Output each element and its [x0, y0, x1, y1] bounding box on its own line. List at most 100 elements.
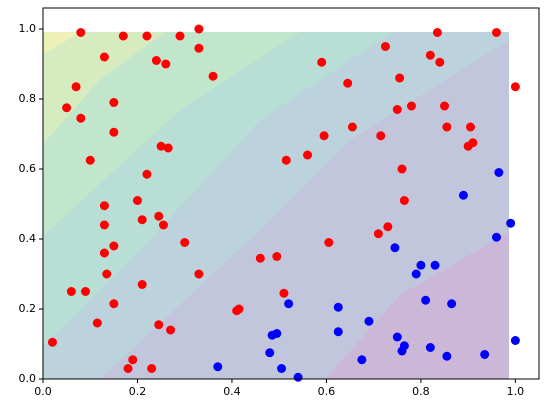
scatter-point	[432, 28, 442, 37]
scatter-point	[510, 336, 520, 345]
scatter-point	[506, 218, 516, 228]
scatter-point	[255, 253, 265, 263]
scatter-point	[425, 50, 435, 60]
scatter-point	[373, 229, 383, 239]
scatter-point	[392, 105, 402, 114]
scatter-point	[491, 28, 501, 37]
scatter-point	[99, 220, 109, 230]
scatter-point	[395, 73, 405, 83]
scatter-point	[85, 155, 95, 165]
scatter-point	[347, 122, 357, 132]
x-tick-label: 0.2	[129, 385, 147, 398]
scatter-point	[383, 222, 393, 232]
scatter-point	[154, 211, 164, 221]
scatter-point	[265, 348, 275, 358]
scatter-point	[123, 364, 133, 373]
scatter-point	[399, 196, 409, 205]
scatter-point	[277, 364, 287, 373]
scatter-point	[411, 269, 421, 279]
scatter-point	[466, 122, 476, 132]
scatter-point	[281, 155, 291, 165]
scatter-point	[175, 31, 185, 41]
scatter-point	[142, 31, 152, 41]
contour-background	[43, 32, 509, 379]
scatter-point	[303, 150, 313, 160]
scatter-point	[102, 269, 112, 279]
scatter-point	[137, 215, 147, 225]
scatter-point	[161, 59, 171, 69]
scatter-point	[435, 57, 445, 67]
scatter-point	[397, 164, 407, 174]
scatter-point	[163, 143, 173, 153]
scatter-point	[76, 113, 86, 123]
scatter-point	[137, 280, 147, 289]
scatter-point	[357, 355, 367, 365]
contour-band	[325, 232, 509, 379]
scatter-point	[425, 343, 435, 352]
scatter-point	[66, 287, 76, 296]
scatter-point	[430, 260, 440, 270]
scatter-point	[99, 248, 109, 258]
scatter-point	[180, 238, 190, 247]
scatter-point	[234, 304, 244, 314]
scatter-point	[99, 52, 109, 62]
scatter-point	[109, 241, 119, 251]
scatter-point	[99, 201, 109, 211]
scatter-point	[480, 350, 490, 359]
scatter-point	[208, 71, 218, 81]
axes-frame	[42, 7, 540, 380]
scatter-point	[272, 252, 282, 261]
y-tick-label: 0.0	[19, 372, 37, 385]
scatter-point	[166, 325, 176, 335]
x-tick-label: 0.0	[34, 385, 52, 398]
scatter-point	[92, 318, 102, 328]
scatter-point	[109, 299, 119, 309]
scatter-point	[494, 168, 504, 177]
scatter-point	[510, 82, 520, 92]
plot-area	[47, 24, 520, 382]
scatter-point	[279, 288, 289, 298]
scatter-point	[132, 196, 142, 205]
scatter-point	[142, 169, 152, 179]
scatter-point	[158, 220, 168, 230]
scatter-point	[416, 260, 426, 270]
y-tick-label: 0.4	[19, 232, 37, 245]
y-tick-label: 0.8	[19, 92, 37, 105]
scatter-point	[147, 364, 157, 373]
x-tick-label: 0.4	[223, 385, 241, 398]
scatter-point	[81, 287, 91, 296]
scatter-point	[109, 98, 119, 107]
scatter-point	[62, 103, 72, 113]
scatter-point	[319, 131, 329, 141]
scatter-point	[333, 327, 343, 337]
scatter-point	[154, 320, 164, 330]
y-tick-label: 0.2	[19, 302, 37, 315]
scatter-point	[447, 299, 457, 309]
scatter-point	[491, 232, 501, 242]
scatter-point	[118, 31, 128, 41]
scatter-point	[317, 57, 327, 67]
x-tick-label: 1.0	[507, 385, 525, 398]
scatter-point	[390, 243, 400, 253]
scatter-point	[406, 101, 416, 111]
scatter-point	[47, 337, 57, 347]
scatter-point	[333, 302, 343, 312]
scatter-point	[194, 43, 204, 53]
scatter-point	[194, 24, 204, 34]
scatter-point	[442, 351, 452, 361]
scatter-point	[109, 127, 119, 137]
x-tick-label: 0.8	[412, 385, 430, 398]
scatter-point	[76, 28, 86, 37]
y-tick-label: 0.6	[19, 162, 37, 175]
scatter-point	[71, 82, 81, 92]
scatter-point	[343, 78, 353, 88]
x-tick-label: 0.6	[318, 385, 336, 398]
scatter-point	[399, 341, 409, 351]
scatter-point	[151, 56, 161, 65]
scatter-point	[442, 122, 452, 132]
scatter-point	[440, 101, 450, 111]
scatter-point	[380, 42, 390, 51]
scatter-point	[468, 138, 478, 148]
scatter-point	[272, 329, 282, 338]
